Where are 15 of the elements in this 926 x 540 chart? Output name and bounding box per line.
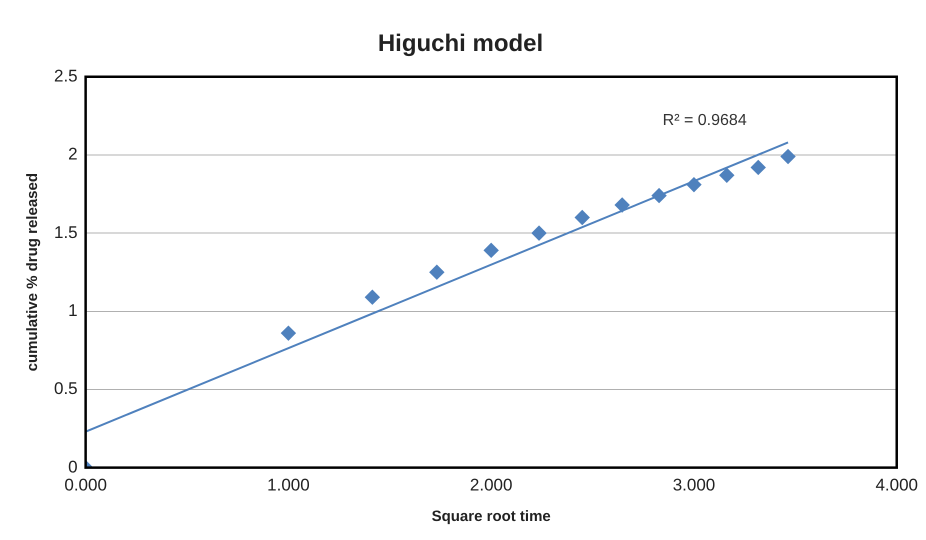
- y-axis-title: cumulative % drug released: [24, 172, 42, 372]
- y-tick-label: 2: [68, 144, 78, 164]
- y-tick-label: 1: [68, 300, 78, 320]
- y-tick-label: 0: [68, 457, 78, 476]
- x-tick-label: 1.000: [267, 475, 310, 494]
- x-tick-label: 2.000: [470, 475, 512, 494]
- x-tick-label: 0.000: [64, 475, 107, 494]
- x-tick-label: 3.000: [672, 475, 716, 494]
- x-tick-label: 4.000: [875, 475, 918, 494]
- chart-title: Higuchi model: [378, 30, 544, 58]
- annotation: R² = 0.9684: [662, 112, 747, 130]
- x-axis-title: Square root time: [432, 508, 551, 526]
- y-tick-label: 2.5: [54, 66, 78, 86]
- y-tick-label: 1.5: [54, 222, 78, 242]
- y-tick-label: 0.5: [54, 379, 78, 398]
